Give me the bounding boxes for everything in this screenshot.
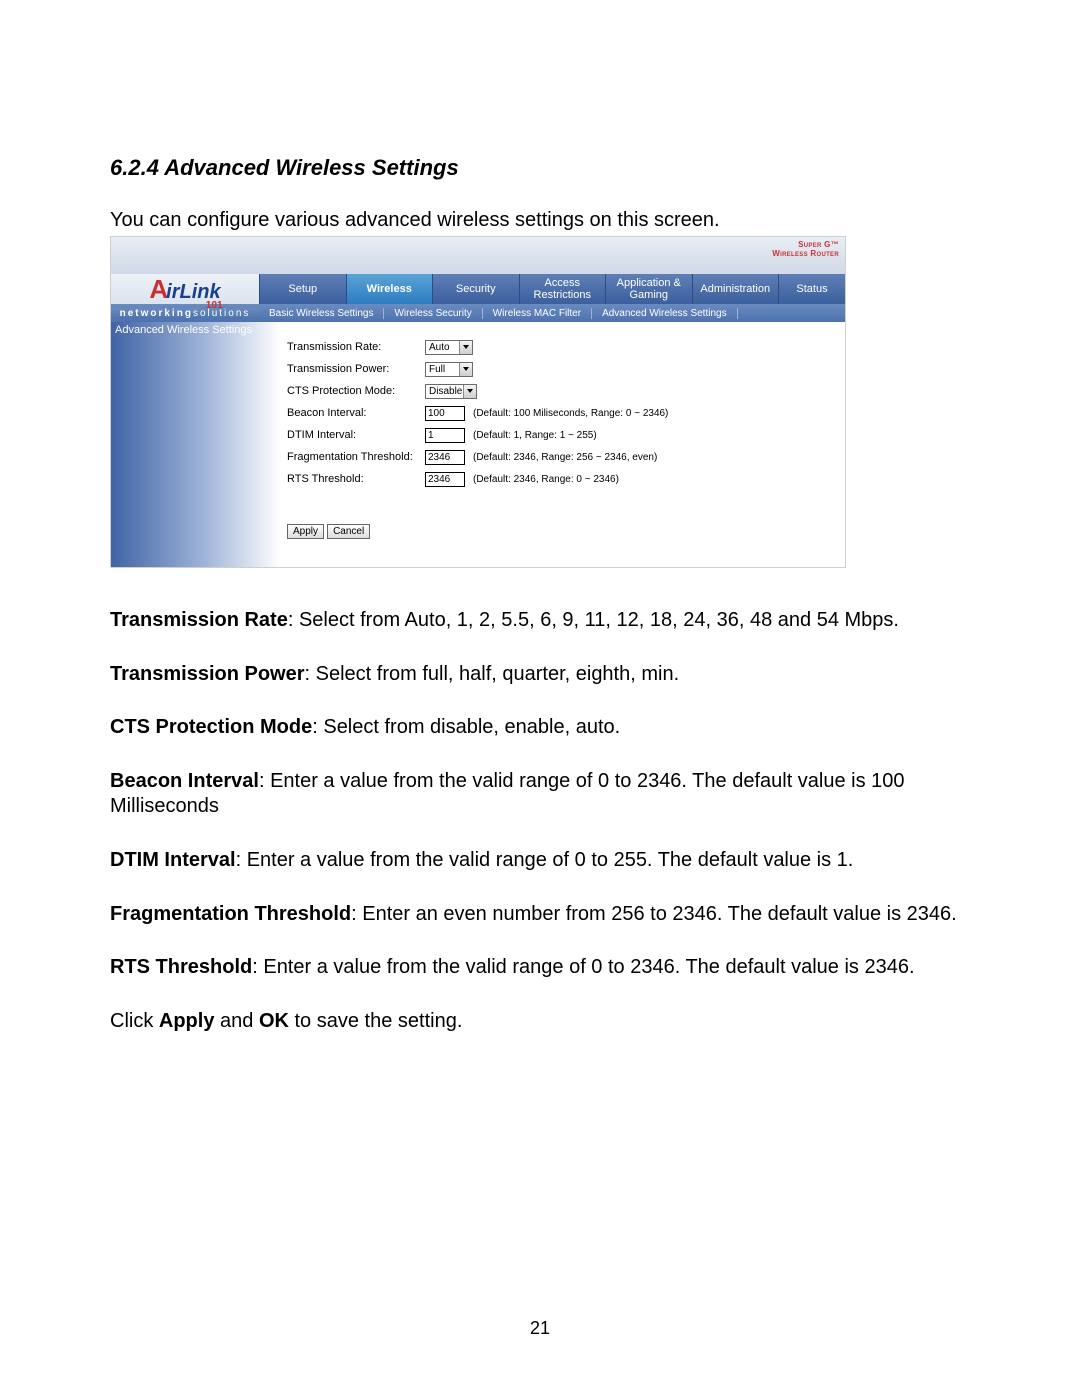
para-rts: RTS Threshold: Enter a value from the va… xyxy=(110,955,970,981)
para-beacon: Beacon Interval: Enter a value from the … xyxy=(110,769,970,820)
power-select[interactable]: Full xyxy=(425,362,473,377)
product-line2: Wireless Router xyxy=(772,249,839,258)
beacon-label: Beacon Interval: xyxy=(287,407,425,419)
chevron-down-icon xyxy=(459,363,472,376)
dtim-label: DTIM Interval: xyxy=(287,429,425,441)
logo: irLink101 xyxy=(111,274,259,304)
router-screenshot: Super G™ Wireless Router irLink101 Setup… xyxy=(110,236,846,568)
chevron-down-icon xyxy=(459,341,472,354)
intro-text: You can configure various advanced wirel… xyxy=(110,209,970,232)
subtab-wireless-security[interactable]: Wireless Security xyxy=(384,308,482,319)
rate-select[interactable]: Auto xyxy=(425,340,473,355)
para-transmission-power: Transmission Power: Select from full, ha… xyxy=(110,662,970,688)
tab-status[interactable]: Status xyxy=(778,274,845,304)
beacon-input[interactable]: 100 xyxy=(425,406,465,421)
para-frag: Fragmentation Threshold: Enter an even n… xyxy=(110,902,970,928)
section-heading: 6.2.4 Advanced Wireless Settings xyxy=(110,155,970,181)
dtim-input[interactable]: 1 xyxy=(425,428,465,443)
cts-select[interactable]: Disable xyxy=(425,384,477,399)
tab-setup[interactable]: Setup xyxy=(259,274,346,304)
logo-sub: 101 xyxy=(206,300,223,311)
rts-input[interactable]: 2346 xyxy=(425,472,465,487)
tab-application-gaming[interactable]: Application & Gaming xyxy=(605,274,692,304)
router-header: Super G™ Wireless Router xyxy=(111,237,845,274)
subtab-mac-filter[interactable]: Wireless MAC Filter xyxy=(483,308,592,319)
main-tabs: irLink101 Setup Wireless Security Access… xyxy=(111,274,845,304)
frag-label: Fragmentation Threshold: xyxy=(287,451,425,463)
rts-hint: (Default: 2346, Range: 0 ~ 2346) xyxy=(473,474,619,485)
para-cts: CTS Protection Mode: Select from disable… xyxy=(110,715,970,741)
tab-wireless[interactable]: Wireless xyxy=(346,274,433,304)
tagline: networkingsolutions xyxy=(111,308,259,319)
rate-label: Transmission Rate: xyxy=(287,341,425,353)
frag-hint: (Default: 2346, Range: 256 ~ 2346, even) xyxy=(473,452,657,463)
logo-text: irLink101 xyxy=(149,274,220,305)
subtab-advanced[interactable]: Advanced Wireless Settings xyxy=(592,308,738,319)
tab-access-restrictions[interactable]: Access Restrictions xyxy=(519,274,606,304)
rts-label: RTS Threshold: xyxy=(287,473,425,485)
product-line1: Super G™ xyxy=(798,240,839,249)
tab-administration[interactable]: Administration xyxy=(692,274,779,304)
sidebar-title: Advanced Wireless Settings xyxy=(111,324,281,336)
product-tag: Super G™ Wireless Router xyxy=(772,240,839,258)
frag-input[interactable]: 2346 xyxy=(425,450,465,465)
para-apply: Click Apply and OK to save the setting. xyxy=(110,1009,970,1035)
cts-label: CTS Protection Mode: xyxy=(287,385,425,397)
subtab-basic[interactable]: Basic Wireless Settings xyxy=(259,308,384,319)
sidebar: Advanced Wireless Settings xyxy=(111,322,281,567)
para-dtim: DTIM Interval: Enter a value from the va… xyxy=(110,848,970,874)
cancel-button[interactable]: Cancel xyxy=(327,524,370,539)
para-transmission-rate: Transmission Rate: Select from Auto, 1, … xyxy=(110,608,970,634)
page-number: 21 xyxy=(0,1318,1080,1339)
dtim-hint: (Default: 1, Range: 1 ~ 255) xyxy=(473,430,597,441)
apply-button[interactable]: Apply xyxy=(287,524,324,539)
power-label: Transmission Power: xyxy=(287,363,425,375)
tab-security[interactable]: Security xyxy=(432,274,519,304)
chevron-down-icon xyxy=(463,385,476,398)
form-area: Transmission Rate: Auto Transmission Pow… xyxy=(281,322,845,567)
beacon-hint: (Default: 100 Miliseconds, Range: 0 ~ 23… xyxy=(473,408,668,419)
content-area: Advanced Wireless Settings Transmission … xyxy=(111,322,845,567)
